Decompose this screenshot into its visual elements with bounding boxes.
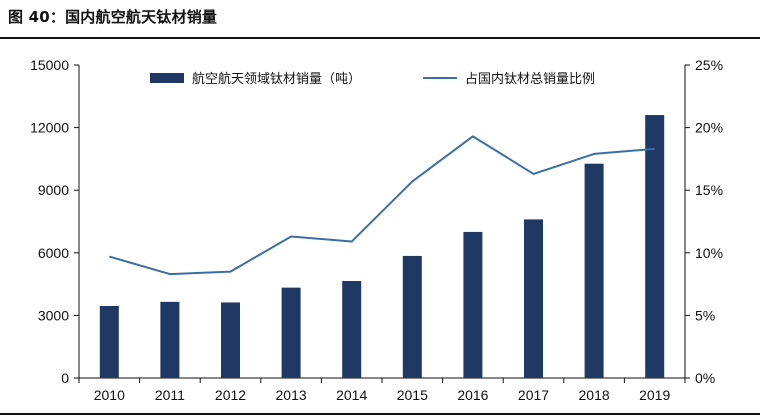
legend-bar-label: 航空航天领域钛材销量（吨） xyxy=(192,71,361,87)
x-tick-label: 2015 xyxy=(397,387,428,403)
bar xyxy=(342,280,362,378)
bar xyxy=(160,301,180,378)
ratio-line xyxy=(109,135,655,276)
right-tick-label: 20% xyxy=(695,120,723,136)
legend-bar-swatch xyxy=(150,73,184,83)
bar xyxy=(402,255,422,378)
left-tick-label: 15000 xyxy=(30,57,69,73)
x-tick-label: 2011 xyxy=(155,387,185,403)
bar xyxy=(584,163,604,378)
x-tick-label: 2018 xyxy=(579,387,610,403)
x-tick-label: 2014 xyxy=(336,387,367,403)
bar xyxy=(221,302,240,378)
right-tick-label: 5% xyxy=(695,307,715,323)
bar xyxy=(645,115,665,378)
right-tick-label: 25% xyxy=(695,57,723,73)
x-tick-label: 2017 xyxy=(518,387,549,403)
bar xyxy=(99,306,119,378)
left-tick-label: 9000 xyxy=(38,182,69,198)
right-tick-label: 10% xyxy=(695,245,723,261)
left-tick-label: 12000 xyxy=(30,120,69,136)
left-tick-label: 6000 xyxy=(38,245,69,261)
right-tick-label: 15% xyxy=(695,182,723,198)
bar xyxy=(524,219,543,378)
x-tick-label: 2019 xyxy=(639,387,670,403)
x-tick-label: 2010 xyxy=(94,387,125,403)
right-tick-label: 0% xyxy=(695,370,715,386)
top-rule xyxy=(0,37,760,39)
x-tick-label: 2012 xyxy=(215,387,246,403)
legend: 航空航天领域钛材销量（吨） 占国内钛材总销量比例 xyxy=(150,71,595,87)
left-tick-label: 3000 xyxy=(38,307,69,323)
legend-line-label: 占国内钛材总销量比例 xyxy=(465,71,595,87)
left-tick-label: 0 xyxy=(61,370,69,386)
x-tick-label: 2016 xyxy=(457,387,488,403)
plot-area: 0 3000 6000 9000 12000 15000 0% 5% 10% 15% 20% 25% 2… xyxy=(30,57,723,403)
bottom-rule xyxy=(0,413,760,415)
bar xyxy=(463,231,483,378)
figure-title: 图 40：国内航空航天钛材销量 xyxy=(8,8,218,26)
bar xyxy=(281,287,301,378)
x-tick-label: 2013 xyxy=(276,387,307,403)
